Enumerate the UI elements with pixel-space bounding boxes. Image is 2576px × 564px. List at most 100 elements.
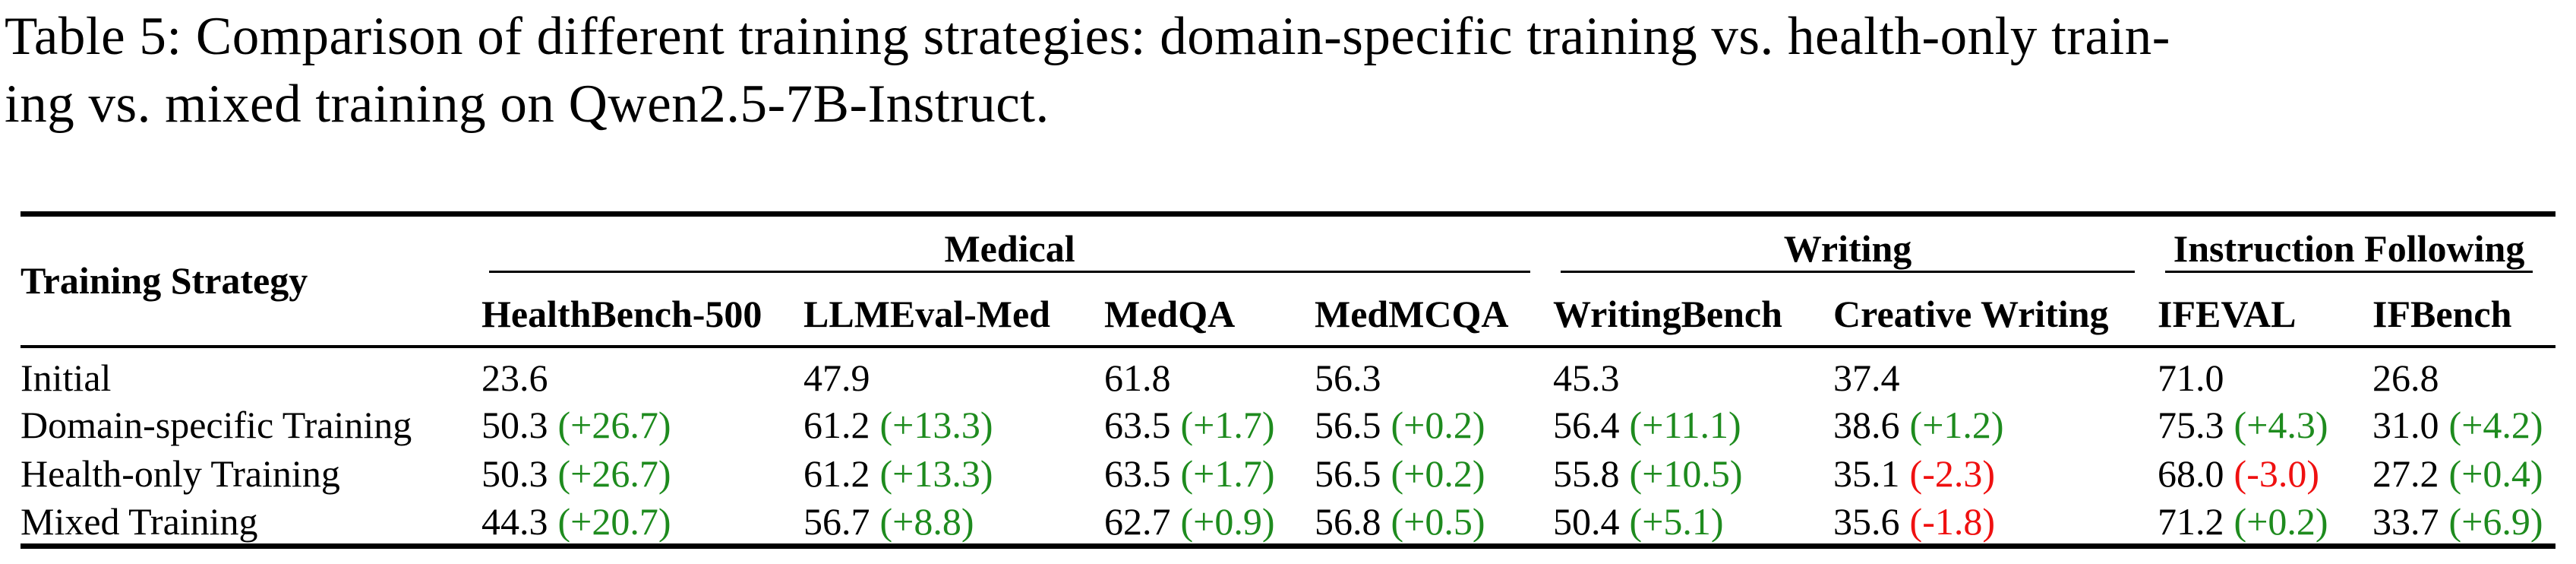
table-row-health-only: Health-only Training 50.3 (+26.7) 61.2 (+1… <box>21 448 2555 497</box>
cell-delta: (-3.0) <box>2233 452 2319 495</box>
cell-value: 68.0 <box>2158 452 2224 495</box>
cell: 23.6 <box>481 347 803 400</box>
cell-value: 38.6 <box>1833 404 1900 446</box>
cell-value: 61.8 <box>1104 356 1171 399</box>
cell-value: 56.7 <box>803 499 870 543</box>
cell: 71.0 <box>2158 347 2372 400</box>
column-header-ifeval: IFEVAL <box>2158 282 2373 348</box>
cell: 63.5 (+1.7) <box>1104 448 1315 497</box>
group-label-instruction-following: Instruction Following <box>2165 227 2533 273</box>
cell-value: 35.1 <box>1833 452 1900 495</box>
column-header-healthbench-500: HealthBench-500 <box>481 282 803 348</box>
cell: 45.3 <box>1553 347 1833 400</box>
row-label: Domain-specific Training <box>21 404 412 446</box>
cell-value: 62.7 <box>1104 499 1171 543</box>
cell: 26.8 <box>2372 347 2555 400</box>
cell: 31.0 (+4.2) <box>2372 400 2555 448</box>
cell-value: 27.2 <box>2372 452 2439 495</box>
group-label-medical: Medical <box>489 227 1531 273</box>
cell: 75.3 (+4.3) <box>2158 400 2372 448</box>
cell: 61.2 (+13.3) <box>803 448 1104 497</box>
results-table: Training Strategy Medical Writing Instru… <box>21 211 2556 549</box>
row-label: Mixed Training <box>21 499 258 543</box>
column-header-llmeval-med: LLMEval-Med <box>803 282 1104 348</box>
cell-value: 56.3 <box>1315 356 1381 399</box>
table-caption: Table 5: Comparison of different trainin… <box>5 3 2170 138</box>
cell-value: 71.2 <box>2158 499 2224 543</box>
cell: 62.7 (+0.9) <box>1104 497 1315 547</box>
cell-value: 44.3 <box>481 499 548 543</box>
cell-value: 56.4 <box>1553 404 1620 446</box>
cell-value: 31.0 <box>2372 404 2439 446</box>
cell-value: 50.3 <box>481 452 548 495</box>
group-header-row: Training Strategy Medical Writing Instru… <box>21 214 2555 348</box>
cell-value: 23.6 <box>481 356 548 399</box>
cell: 63.5 (+1.7) <box>1104 400 1315 448</box>
cell: 56.5 (+0.2) <box>1315 400 1553 448</box>
column-header-ifbench: IFBench <box>2372 282 2556 348</box>
row-label: Health-only Training <box>21 452 340 495</box>
cell-value: 50.3 <box>481 404 548 446</box>
cell-delta: (-2.3) <box>1909 452 1995 495</box>
cell-value: 33.7 <box>2372 499 2439 543</box>
table-row-mixed: Mixed Training 44.3 (+20.7) 56.7 (+8.8) 62… <box>21 497 2555 547</box>
cell-delta: (+4.2) <box>2448 404 2543 446</box>
column-header-medmcqa: MedMCQA <box>1315 282 1554 348</box>
cell-delta: (-1.8) <box>1909 499 1995 543</box>
cell-value: 55.8 <box>1553 452 1620 495</box>
cell-value: 45.3 <box>1553 356 1620 399</box>
cell-delta: (+13.3) <box>879 404 993 446</box>
column-header-writingbench: WritingBench <box>1553 282 1834 348</box>
cell: 68.0 (-3.0) <box>2158 448 2372 497</box>
cell-delta: (+13.3) <box>879 452 993 495</box>
cell: 56.5 (+0.2) <box>1315 448 1553 497</box>
column-header-creative-writing: Creative Writing <box>1833 282 2158 348</box>
cell: 35.6 (-1.8) <box>1833 497 2158 547</box>
cell-value: 56.5 <box>1315 452 1381 495</box>
cell: 37.4 <box>1833 347 2158 400</box>
cell-value: 56.8 <box>1315 499 1381 543</box>
cell-value: 50.4 <box>1553 499 1620 543</box>
cell-delta: (+4.3) <box>2233 404 2328 446</box>
cell: 56.8 (+0.5) <box>1315 497 1553 547</box>
caption-line-2: ing vs. mixed training on Qwen2.5-7B-Ins… <box>5 74 1050 134</box>
cell-value: 71.0 <box>2158 356 2224 399</box>
cell: 55.8 (+10.5) <box>1553 448 1833 497</box>
group-label-writing: Writing <box>1561 227 2136 273</box>
cell-delta: (+26.7) <box>557 452 671 495</box>
column-header-row: HealthBench-500 LLMEval-Med MedQA MedMCQ… <box>21 282 2556 348</box>
cell: 50.3 (+26.7) <box>481 448 803 497</box>
cell: 50.3 (+26.7) <box>481 400 803 448</box>
cell-delta: (+1.7) <box>1180 404 1275 446</box>
cell-delta: (+11.1) <box>1629 404 1741 446</box>
cell-value: 63.5 <box>1104 452 1171 495</box>
cell: 50.4 (+5.1) <box>1553 497 1833 547</box>
cell: 56.3 <box>1315 347 1553 400</box>
group-header-medical: Medical <box>481 214 1553 283</box>
cell-value: 56.5 <box>1315 404 1381 446</box>
cell: 61.2 (+13.3) <box>803 400 1104 448</box>
cell-delta: (+1.2) <box>1909 404 2004 446</box>
cell-delta: (+0.2) <box>1391 452 1485 495</box>
cell-delta: (+5.1) <box>1629 499 1724 543</box>
cell-value: 37.4 <box>1833 356 1900 399</box>
group-header-writing: Writing <box>1553 214 2158 283</box>
cell-delta: (+0.4) <box>2448 452 2543 495</box>
cell-delta: (+8.8) <box>879 499 974 543</box>
cell: 61.8 <box>1104 347 1315 400</box>
cell: 47.9 <box>803 347 1104 400</box>
cell-delta: (+0.9) <box>1180 499 1275 543</box>
column-header-training-strategy: Training Strategy <box>21 214 481 348</box>
cell-delta: (+1.7) <box>1180 452 1275 495</box>
cell-value: 47.9 <box>803 356 870 399</box>
cell-value: 63.5 <box>1104 404 1171 446</box>
cell-value: 35.6 <box>1833 499 1900 543</box>
cell-delta: (+26.7) <box>557 404 671 446</box>
table-row-initial: Initial 23.6 47.9 61.8 56.3 45.3 37.4 71… <box>21 347 2555 400</box>
cell-delta: (+20.7) <box>557 499 671 543</box>
cell: 44.3 (+20.7) <box>481 497 803 547</box>
row-label: Initial <box>21 356 112 399</box>
cell: 71.2 (+0.2) <box>2158 497 2372 547</box>
group-header-instruction-following: Instruction Following <box>2158 214 2555 283</box>
caption-line-1: Table 5: Comparison of different trainin… <box>5 7 2170 66</box>
